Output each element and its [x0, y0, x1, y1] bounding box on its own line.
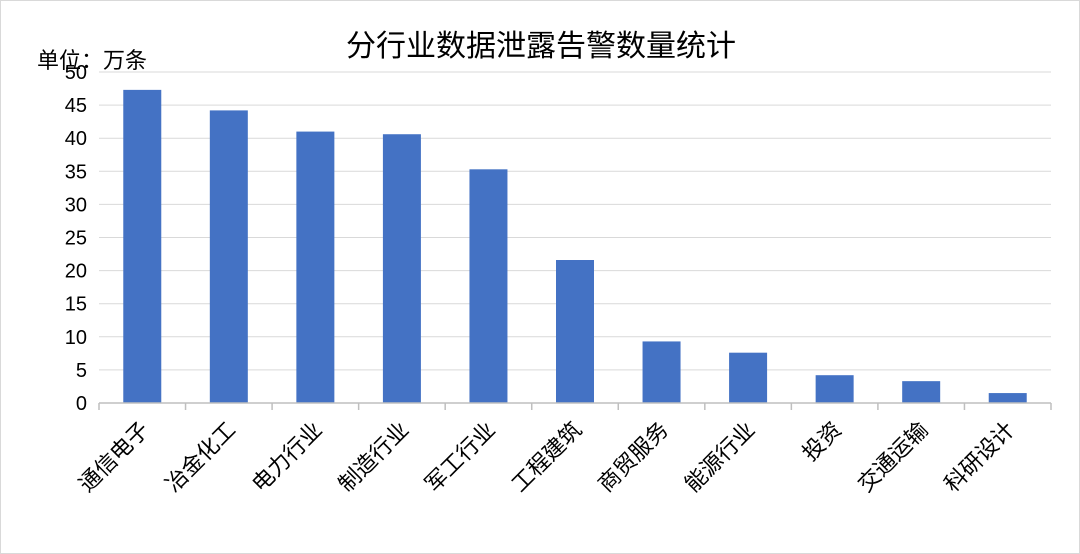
x-axis-labels: 通信电子 冶金化工 电力行业 制造行业 军工行业 工程建筑 商贸服务 能源行业 投资 交通运输 科研… — [75, 418, 1020, 498]
bar — [296, 131, 335, 403]
x-tick-label: 商贸服务 — [594, 418, 674, 498]
x-tick-label: 能源行业 — [680, 418, 760, 498]
bar — [123, 89, 162, 404]
chart-title: 分行业数据泄露告警数量统计 — [346, 29, 736, 64]
y-tick-label: 50 — [65, 62, 87, 84]
y-tick-label: 40 — [65, 128, 87, 150]
bar — [469, 169, 508, 403]
x-tick-label: 通信电子 — [75, 418, 155, 498]
bars — [123, 89, 1027, 404]
bar — [382, 134, 421, 403]
bar — [729, 352, 768, 403]
y-tick-label: 30 — [65, 194, 87, 216]
x-tick-label: 冶金化工 — [161, 418, 241, 498]
x-tick-label: 投资 — [798, 418, 847, 467]
x-tick-label: 科研设计 — [940, 418, 1020, 498]
y-tick-label: 25 — [65, 228, 87, 250]
gridlines — [99, 71, 1051, 371]
y-tick-label: 5 — [76, 360, 87, 382]
y-tick-label: 20 — [65, 261, 87, 283]
x-tick-label: 工程建筑 — [507, 418, 587, 498]
bar — [902, 381, 941, 403]
y-axis-ticks: 0 5 10 15 20 25 30 35 40 45 50 — [65, 62, 87, 415]
x-tick-label: 电力行业 — [248, 418, 328, 498]
bar — [642, 341, 681, 403]
bar — [209, 110, 248, 404]
x-tick-label: 军工行业 — [421, 418, 501, 498]
y-tick-label: 45 — [65, 95, 87, 117]
unit-label: 单位：万条 — [37, 49, 147, 74]
y-tick-label: 10 — [65, 327, 87, 349]
bar — [815, 375, 854, 403]
x-tick-label: 制造行业 — [334, 418, 414, 498]
bar — [988, 393, 1027, 403]
bar — [556, 260, 594, 403]
x-tick-label: 交通运输 — [854, 418, 934, 498]
y-tick-label: 0 — [76, 393, 87, 415]
y-tick-label: 35 — [65, 161, 87, 183]
x-axis-ticks — [98, 403, 1052, 410]
y-tick-label: 15 — [65, 294, 87, 316]
